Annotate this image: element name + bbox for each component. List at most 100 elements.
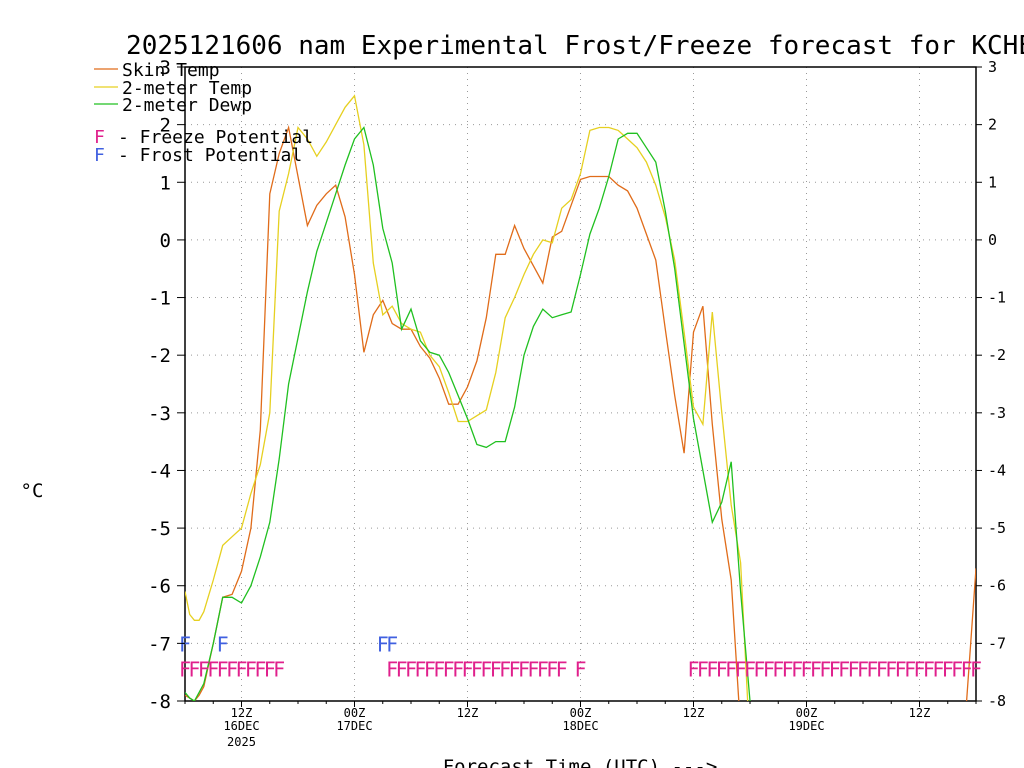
freeze-marker: F <box>207 658 219 682</box>
y-tick-label-right: -5 <box>988 519 1006 537</box>
freeze-marker: F <box>264 658 276 682</box>
freeze-marker: F <box>527 658 539 682</box>
freeze-marker: F <box>396 658 408 682</box>
x-tick-label: 12Z <box>909 706 931 720</box>
x-tick-label: 00Z <box>570 706 592 720</box>
frost-marker: F <box>386 632 398 656</box>
series-line-skin-temp <box>185 125 976 701</box>
freeze-marker: F <box>179 658 191 682</box>
freeze-marker: F <box>904 658 916 682</box>
freeze-marker: F <box>499 658 511 682</box>
x-tick-label: 12Z <box>683 706 705 720</box>
freeze-marker: F <box>537 658 549 682</box>
freeze-marker: F <box>546 658 558 682</box>
y-tick-label-left: -2 <box>148 345 171 367</box>
x-tick-label: 12Z <box>457 706 479 720</box>
y-tick-label-left: -6 <box>148 576 171 598</box>
freeze-marker: F <box>932 658 944 682</box>
plot-frame <box>184 66 977 702</box>
y-tick-label-left: 0 <box>160 230 171 252</box>
legend-skin-temp-label: Skin Temp <box>122 60 220 81</box>
freeze-marker: F <box>688 658 700 682</box>
series-layer <box>185 94 976 701</box>
frost-marker: F <box>217 632 229 656</box>
freeze-marker: F <box>895 658 907 682</box>
freeze-marker: F <box>706 658 718 682</box>
y-axis-label: °C <box>21 480 44 502</box>
freeze-marker: F <box>273 658 285 682</box>
freeze-marker: F <box>245 658 257 682</box>
freeze-marker: F <box>716 658 728 682</box>
y-tick-label-left: -3 <box>148 403 171 425</box>
y-tick-label-right: 0 <box>988 231 997 249</box>
x-axis-label: Forecast Time (UTC) ---> <box>443 756 718 768</box>
series-line-2-meter-dewp <box>185 126 751 701</box>
freeze-marker: F <box>452 658 464 682</box>
legend-2m-temp-label: 2-meter Temp <box>122 78 252 99</box>
x-tick-date: 16DEC <box>223 719 259 733</box>
y-tick-label-right: -3 <box>988 404 1006 422</box>
freeze-marker: F <box>753 658 765 682</box>
y-tick-label-right: -7 <box>988 634 1006 652</box>
freeze-marker: F <box>810 658 822 682</box>
freeze-marker: F <box>480 658 492 682</box>
y-tick-label-right: -6 <box>988 577 1006 595</box>
freeze-marker: F <box>970 658 982 682</box>
freeze-marker: F <box>575 658 587 682</box>
y-tick-label-left: -4 <box>148 460 171 482</box>
freeze-marker: F <box>518 658 530 682</box>
x-tick-date: 19DEC <box>788 719 824 733</box>
frost-marker: F <box>179 632 191 656</box>
freeze-marker: F <box>725 658 737 682</box>
freeze-marker: F <box>509 658 521 682</box>
y-tick-label-right: 2 <box>988 116 997 134</box>
y-tick-label-right: 1 <box>988 173 997 191</box>
grid-layer <box>185 67 976 701</box>
freeze-marker: F <box>782 658 794 682</box>
series-line-2-meter-temp <box>185 94 976 701</box>
freeze-marker: F <box>236 658 248 682</box>
freeze-marker: F <box>885 658 897 682</box>
freeze-marker: F <box>254 658 266 682</box>
y-tick-label-right: -2 <box>988 346 1006 364</box>
legend-freeze-text: - Freeze Potential <box>118 127 313 148</box>
freeze-marker: F <box>405 658 417 682</box>
freeze-marker: F <box>226 658 238 682</box>
x-tick-date: 17DEC <box>336 719 372 733</box>
freeze-marker: F <box>829 658 841 682</box>
freeze-marker: F <box>801 658 813 682</box>
y-tick-label-right: -1 <box>988 289 1006 307</box>
legend: Skin Temp 2-meter Temp 2-meter Dewp F - … <box>94 60 313 166</box>
y-tick-label-left: 1 <box>160 172 171 194</box>
legend-frost-letter: F <box>94 145 105 166</box>
freeze-marker: F <box>866 658 878 682</box>
y-tick-label-left: -8 <box>148 691 171 713</box>
freeze-marker: F <box>443 658 455 682</box>
y-tick-label-left: 3 <box>160 57 171 79</box>
freeze-marker: F <box>942 658 954 682</box>
y-tick-label-left: -1 <box>148 288 171 310</box>
freeze-marker: F <box>471 658 483 682</box>
freeze-marker: F <box>772 658 784 682</box>
freeze-marker: F <box>424 658 436 682</box>
freeze-marker: F <box>763 658 775 682</box>
freeze-marker: F <box>838 658 850 682</box>
freeze-marker: F <box>697 658 709 682</box>
freeze-marker: F <box>848 658 860 682</box>
x-tick-label: 00Z <box>796 706 818 720</box>
freeze-marker: F <box>735 658 747 682</box>
freeze-marker: F <box>876 658 888 682</box>
freeze-marker: F <box>951 658 963 682</box>
y-tick-label-right: -8 <box>988 692 1006 710</box>
x-tick-year: 2025 <box>227 735 256 749</box>
x-tick-date: 18DEC <box>562 719 598 733</box>
y-tick-label-right: 3 <box>988 58 997 76</box>
freeze-marker: F <box>819 658 831 682</box>
freeze-marker: F <box>188 658 200 682</box>
freeze-marker: F <box>490 658 502 682</box>
x-tick-label: 00Z <box>344 706 366 720</box>
freeze-marker: F <box>556 658 568 682</box>
